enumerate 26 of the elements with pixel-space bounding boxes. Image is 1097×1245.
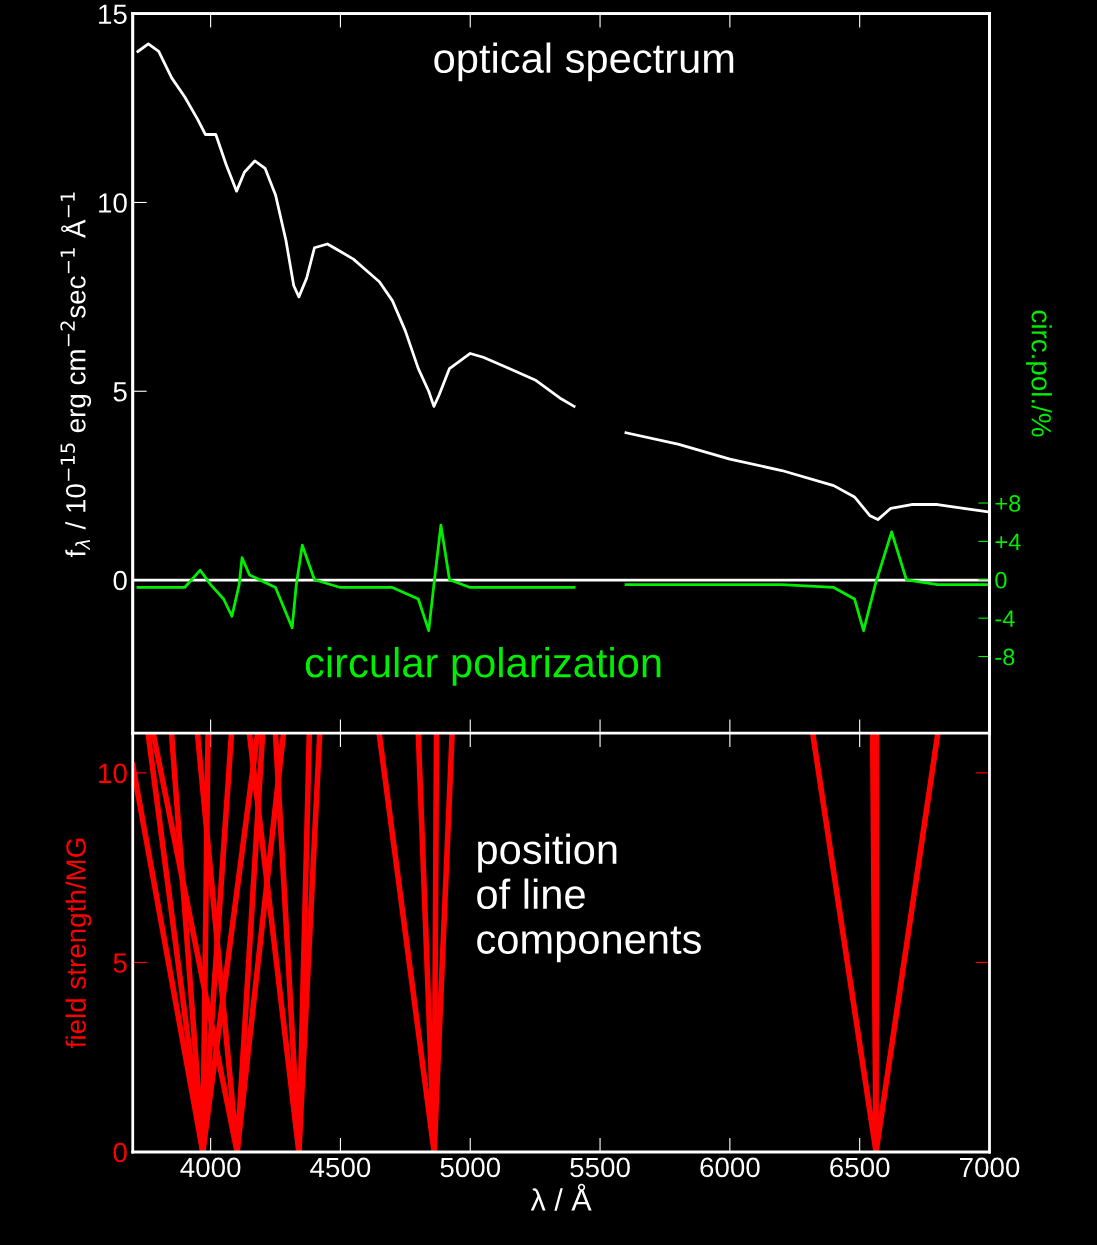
y2-tick-label: +8 <box>995 495 1021 512</box>
x-tick-label: 6000 <box>700 1157 760 1178</box>
x-tick-label: 5500 <box>570 1157 630 1178</box>
x-tick-label: 5000 <box>440 1157 501 1178</box>
y-tick-label: 0 <box>113 570 127 591</box>
y-tick-label: 5 <box>113 953 127 973</box>
x-tick-label: 4000 <box>180 1157 241 1178</box>
text: f$_{λ}$ / 10$^{−15}$ erg cm$^{−2}$sec$^{−1}$ Å$^{−1}$ <box>60 192 92 557</box>
y2-tick-label: 0 <box>995 571 1007 589</box>
y2-tick-label: -4 <box>995 610 1015 627</box>
y-tick-label: 5 <box>113 382 127 402</box>
y-axis-title: field strength/MG <box>65 838 92 1048</box>
annotation: position of line components <box>477 833 701 963</box>
y2-tick-label: +4 <box>995 533 1021 550</box>
y-tick-label: 10 <box>99 763 127 784</box>
annotation: optical spectrum <box>434 42 734 82</box>
y2-axis-title: circ.pol./% <box>1025 310 1052 437</box>
y-tick-label: 0 <box>113 1142 127 1163</box>
y2-tick-label: -8 <box>995 648 1015 666</box>
annotation: circular polarization <box>305 646 661 686</box>
y-tick-label: 10 <box>99 193 127 213</box>
x-tick-label: 4500 <box>310 1157 371 1178</box>
x-tick-label: 6500 <box>830 1157 890 1178</box>
y-tick-label: 15 <box>99 4 127 25</box>
x-axis-title: λ / Å <box>530 1183 592 1211</box>
x-tick-label: 7000 <box>960 1157 1020 1178</box>
